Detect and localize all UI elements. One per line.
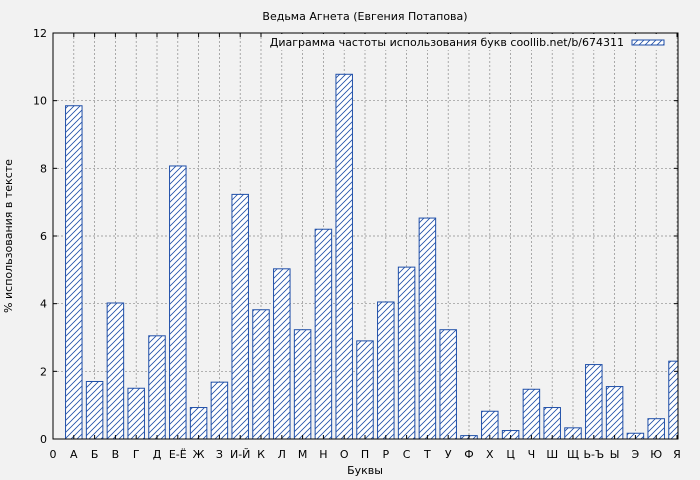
bars bbox=[65, 73, 679, 440]
bar-Ы bbox=[605, 386, 624, 440]
x-tick-label: Р bbox=[382, 448, 389, 461]
bar-А bbox=[65, 105, 83, 440]
bar-Б bbox=[85, 380, 104, 440]
x-tick-label: Н bbox=[319, 448, 327, 461]
bar-Ш bbox=[543, 407, 561, 440]
x-tick-label: Ч bbox=[528, 448, 536, 461]
x-tick-label: У bbox=[445, 448, 452, 461]
x-axis-label: Буквы bbox=[347, 464, 383, 477]
x-tick-label: Л bbox=[278, 448, 286, 461]
x-tick-label: Ш bbox=[546, 448, 558, 461]
x-tick-label: И-Й bbox=[230, 448, 250, 461]
bar-Р bbox=[377, 301, 395, 440]
x-tick-label: 0 bbox=[50, 448, 57, 461]
y-tick-label: 2 bbox=[40, 365, 47, 378]
x-tick-label: Б bbox=[91, 448, 99, 461]
x-tick-label: Э bbox=[632, 448, 640, 461]
bar-Н bbox=[314, 228, 333, 440]
x-tick-label: А bbox=[70, 448, 78, 461]
bar-М bbox=[293, 329, 312, 440]
x-tick-label: Ф bbox=[464, 448, 473, 461]
x-tick-label: Ь-Ъ bbox=[583, 448, 604, 461]
bar-Ж bbox=[189, 407, 208, 440]
bar-Т bbox=[418, 217, 437, 440]
bar-З bbox=[210, 381, 229, 440]
x-tick-label: Т bbox=[423, 448, 431, 461]
bar-О bbox=[335, 73, 353, 440]
bar-Д bbox=[148, 335, 166, 440]
legend-box bbox=[280, 34, 675, 50]
legend-label: Диаграмма частоты использования букв coo… bbox=[270, 36, 624, 49]
legend: Диаграмма частоты использования букв coo… bbox=[270, 34, 675, 50]
x-tick-label: Ц bbox=[506, 448, 515, 461]
x-tick-label: М bbox=[298, 448, 308, 461]
y-axis-label: % использования в тексте bbox=[2, 159, 15, 313]
x-tick-label: Г bbox=[133, 448, 140, 461]
y-tick-label: 8 bbox=[40, 162, 47, 175]
bar-С bbox=[397, 266, 416, 440]
bar-У bbox=[439, 329, 457, 440]
chart-title: Ведьма Агнета (Евгения Потапова) bbox=[262, 10, 467, 23]
y-tick-label: 10 bbox=[33, 95, 47, 108]
bar-Г bbox=[127, 387, 145, 440]
y-tick-label: 12 bbox=[33, 27, 47, 40]
x-tick-label: К bbox=[257, 448, 265, 461]
x-tick-label: Я bbox=[673, 448, 681, 461]
x-tick-label: Ы bbox=[610, 448, 620, 461]
x-tick-label: Х bbox=[486, 448, 494, 461]
x-tick-label: В bbox=[112, 448, 120, 461]
bar-Я bbox=[668, 360, 679, 440]
y-axis: 0 2 4 6 8 10 12 bbox=[33, 27, 678, 446]
bar-Ь-Ъ bbox=[585, 364, 603, 440]
grid-lines bbox=[53, 33, 678, 439]
legend-swatch bbox=[631, 39, 665, 46]
x-tick-label: З bbox=[216, 448, 223, 461]
bar-К bbox=[252, 309, 270, 440]
x-tick-label: Д bbox=[153, 448, 162, 461]
bar-Ч bbox=[522, 388, 541, 440]
x-tick-label: Е-Ё bbox=[169, 448, 187, 461]
bar-Х bbox=[481, 410, 499, 440]
y-tick-label: 6 bbox=[40, 230, 47, 243]
bar-В bbox=[106, 302, 125, 440]
bar-П bbox=[356, 340, 374, 440]
x-tick-label: Ю bbox=[650, 448, 662, 461]
bar-Л bbox=[273, 268, 291, 440]
x-tick-label: Ж bbox=[193, 448, 205, 461]
x-tick-label: О bbox=[340, 448, 349, 461]
x-tick-label: С bbox=[403, 448, 411, 461]
x-tick-label: П bbox=[361, 448, 369, 461]
y-tick-label: 0 bbox=[40, 433, 47, 446]
y-tick-label: 4 bbox=[40, 298, 47, 311]
bar-И-Й bbox=[231, 193, 249, 440]
x-axis: 0 А Б В Г Д Е-Ё Ж З И-Й К Л М Н О П Р С Т У Ф Х Ц Ч Ш Щ Ь-Ъ Ы Э Ю Я bbox=[50, 33, 681, 461]
x-tick-label: Щ bbox=[567, 448, 579, 461]
bar-Е-Ё bbox=[169, 165, 187, 440]
